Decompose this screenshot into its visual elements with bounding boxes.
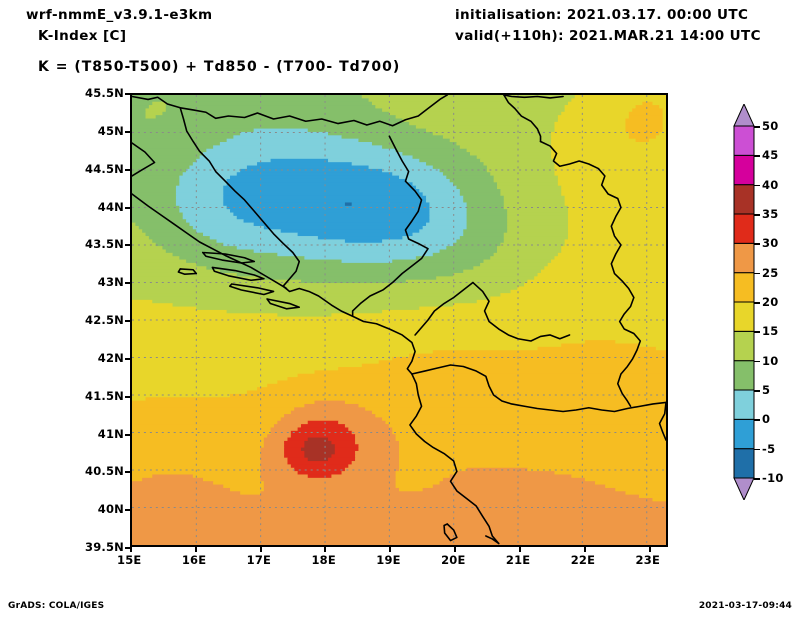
- colorbar-tick: [754, 126, 760, 128]
- initialisation-text: initialisation: 2021.03.17. 00:00 UTC: [455, 7, 749, 23]
- colorbar-tick-label: 5: [762, 383, 771, 397]
- colorbar-tick: [754, 448, 760, 451]
- x-axis-tick-label: 22E: [570, 553, 596, 567]
- y-axis-tick: [125, 395, 130, 398]
- y-axis-tick-label: 45N: [97, 123, 124, 138]
- colorbar-tick-label: -5: [762, 441, 776, 456]
- colorbar-tick-label: 30: [762, 236, 779, 251]
- map-plot-area: [130, 93, 668, 547]
- colorbar-tick: [754, 390, 760, 392]
- colorbar-tick: [754, 184, 760, 187]
- colorbar-tick-label: 40: [762, 177, 779, 192]
- x-axis-tick-label: 16E: [181, 553, 207, 567]
- colorbar-tick-label: 35: [762, 207, 779, 221]
- colorbar-tick: [754, 302, 760, 304]
- y-axis-tick-label: 42N: [97, 350, 124, 365]
- y-axis-tick: [125, 357, 130, 360]
- y-axis-tick: [125, 433, 130, 436]
- y-axis-tick: [125, 509, 130, 512]
- colorbar-tick: [754, 272, 760, 275]
- y-axis-tick-label: 40N: [97, 502, 124, 517]
- x-axis-tick-label: 17E: [246, 553, 272, 567]
- x-axis-tick: [518, 547, 521, 552]
- colorbar-tick-label: -10: [762, 471, 784, 485]
- x-axis-tick-label: 20E: [441, 553, 466, 567]
- x-axis-tick-label: 18E: [311, 553, 336, 567]
- credit-text: GrADS: COLA/IGES: [8, 601, 105, 611]
- x-axis-tick: [648, 547, 651, 552]
- y-axis-tick-label: 41N: [97, 426, 124, 441]
- y-axis-tick-label: 43.5N: [85, 237, 124, 252]
- y-axis-tick: [125, 282, 130, 285]
- x-axis-tick-label: 23E: [635, 553, 661, 567]
- colorbar-tick-label: 15: [762, 324, 779, 339]
- colorbar-tick-label: 50: [762, 119, 779, 133]
- x-axis-tick: [130, 547, 132, 552]
- x-axis-tick: [259, 547, 262, 552]
- x-axis-tick: [389, 547, 392, 552]
- kindex-heatmap: [132, 95, 666, 545]
- x-axis-tick: [583, 547, 586, 552]
- field-title: K-Index [C]: [38, 28, 127, 44]
- x-axis-tick-label: 21E: [505, 553, 531, 567]
- x-axis-tick: [454, 547, 457, 552]
- x-axis-tick-label: 19E: [376, 553, 401, 567]
- y-axis-tick: [125, 320, 130, 322]
- colorbar-tick: [754, 478, 760, 480]
- colorbar-tick-label: 20: [762, 295, 779, 309]
- colorbar-tick: [754, 155, 760, 157]
- y-axis-tick: [125, 93, 130, 95]
- colorbar-bands: [733, 104, 755, 500]
- y-axis-tick: [125, 547, 130, 549]
- colorbar-tick-label: 0: [762, 412, 771, 427]
- y-axis-tick: [125, 244, 130, 247]
- y-axis-tick-label: 39.5N: [85, 540, 124, 554]
- y-axis-tick: [125, 130, 130, 133]
- colorbar-tick-label: 10: [762, 353, 779, 368]
- timestamp-text: 2021-03-17-09:44: [698, 601, 792, 611]
- y-axis-tick: [125, 168, 130, 171]
- colorbar-tick-label: 25: [762, 265, 779, 280]
- y-axis-tick-label: 41.5N: [85, 388, 124, 403]
- y-axis-tick: [125, 471, 130, 474]
- colorbar-tick: [754, 419, 760, 421]
- colorbar-tick-label: 45: [762, 148, 779, 163]
- x-axis-tick: [324, 547, 327, 552]
- formula-text: K = (T850-T500) + Td850 - (T700- Td700): [38, 59, 401, 75]
- y-axis-tick-label: 40.5N: [85, 464, 124, 479]
- y-axis-tick-label: 44N: [97, 199, 124, 214]
- valid-time-text: valid(+110h): 2021.MAR.21 14:00 UTC: [455, 28, 761, 44]
- model-title: wrf-nmmE_v3.9.1-e3km: [26, 7, 213, 23]
- colorbar-tick: [754, 214, 760, 216]
- graticule: [132, 95, 666, 545]
- y-axis-tick-label: 45.5N: [85, 86, 124, 100]
- x-axis-tick: [194, 547, 197, 552]
- y-axis-tick: [125, 206, 130, 209]
- colorbar-tick: [754, 243, 760, 245]
- y-axis-tick-label: 44.5N: [85, 161, 124, 176]
- y-axis-tick-label: 42.5N: [85, 313, 124, 327]
- x-axis-tick-label: 15E: [117, 553, 142, 567]
- coastlines-and-borders: [132, 95, 666, 545]
- colorbar: 50 45 40 35 30 25 20 15 10 5 0 -5 -10: [728, 104, 798, 500]
- colorbar-tick: [754, 360, 760, 363]
- colorbar-tick: [754, 331, 760, 333]
- y-axis-tick-label: 43N: [97, 275, 124, 290]
